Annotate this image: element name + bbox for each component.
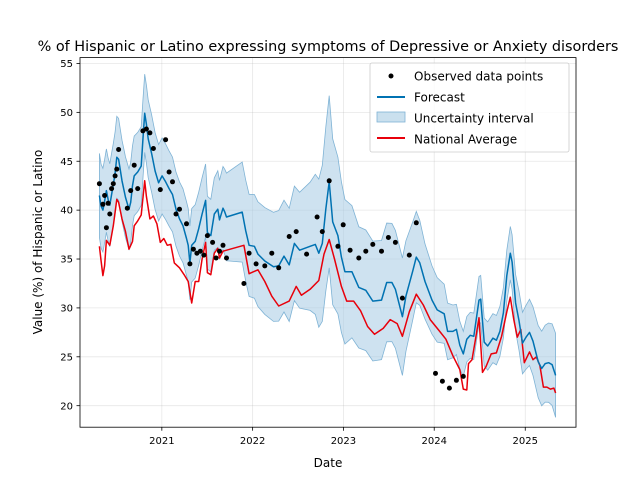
y-axis-label: Value (%) of Hispanic or Latino	[31, 150, 45, 335]
observed-point	[399, 295, 405, 301]
observed-point	[392, 239, 398, 245]
x-tick-label: 2025	[513, 436, 538, 447]
observed-point	[453, 377, 459, 383]
observed-point	[293, 229, 299, 235]
observed-point	[116, 147, 122, 152]
observed-point	[262, 263, 268, 269]
series	[98, 112, 557, 394]
observed-point	[269, 250, 275, 256]
y-tick-label: 35	[60, 255, 73, 266]
forecast-line	[98, 112, 557, 376]
observed-point	[413, 220, 419, 226]
observed-point	[253, 261, 259, 267]
observed-point	[204, 233, 210, 239]
observed-point	[184, 221, 189, 227]
observed-point	[109, 186, 115, 192]
observed-point	[124, 205, 130, 211]
observed-point	[406, 252, 412, 258]
observed-point	[103, 225, 109, 231]
observed-point	[143, 126, 149, 132]
observed-point	[220, 242, 226, 248]
legend-box	[369, 62, 570, 153]
legend-interval-swatch	[376, 111, 406, 123]
observed-point	[446, 385, 452, 391]
observed-point	[177, 206, 182, 212]
observed-point	[319, 229, 325, 235]
observed-point	[356, 255, 362, 261]
observed-point	[224, 255, 229, 261]
chart-title: % of Hispanic or Latino expressing sympt…	[38, 39, 619, 55]
x-tick-label: 2021	[149, 436, 174, 447]
y-tick-label: 30	[60, 304, 73, 315]
observed-point	[163, 137, 169, 143]
observed-point	[150, 146, 156, 151]
observed-point	[246, 250, 252, 256]
observed-point	[276, 265, 282, 271]
observed-point	[96, 181, 102, 187]
observed-point	[105, 200, 111, 206]
observed-point	[347, 247, 353, 253]
observed-point	[135, 186, 141, 192]
observed-point	[304, 251, 310, 257]
legend: Observed data points Forecast Uncertaint…	[369, 62, 570, 153]
observed-point	[326, 178, 332, 184]
observed-point	[201, 252, 207, 258]
observed-points	[96, 126, 466, 391]
observed-point	[210, 239, 216, 245]
observed-point	[166, 169, 172, 175]
observed-point	[197, 248, 203, 254]
observed-point	[340, 222, 346, 228]
national-average-line	[98, 180, 557, 394]
observed-point	[112, 173, 118, 179]
y-tick-label: 40	[60, 206, 73, 217]
observed-point	[102, 193, 108, 198]
observed-point	[147, 130, 153, 136]
legend-interval-label: Uncertainty interval	[414, 112, 534, 126]
observed-point	[190, 246, 196, 252]
observed-point	[107, 211, 113, 217]
x-axis-label: Date	[314, 456, 343, 470]
legend-observed-marker	[388, 73, 394, 79]
x-tick-label: 2024	[421, 436, 446, 447]
observed-point	[363, 248, 369, 254]
y-tick-label: 50	[60, 108, 73, 119]
x-tick-label: 2023	[331, 436, 356, 447]
observed-point	[128, 188, 134, 194]
observed-point	[241, 281, 247, 286]
legend-national-label: National Average	[414, 133, 517, 147]
observed-point	[213, 255, 219, 261]
observed-point	[157, 187, 163, 193]
legend-observed-label: Observed data points	[414, 70, 543, 84]
observed-point	[187, 261, 193, 267]
observed-point	[170, 179, 175, 185]
legend-forecast-label: Forecast	[414, 91, 465, 105]
observed-point	[439, 378, 445, 384]
plot-frame	[79, 57, 577, 428]
observed-point	[217, 248, 222, 254]
y-tick-label: 55	[60, 59, 73, 70]
observed-point	[100, 201, 106, 207]
observed-point	[110, 181, 116, 187]
y-tick-label: 20	[60, 401, 73, 412]
observed-point	[173, 211, 179, 217]
observed-point	[370, 241, 376, 247]
x-tick-label: 2022	[240, 436, 265, 447]
y-tick-label: 45	[60, 157, 73, 168]
observed-point	[314, 214, 320, 220]
observed-point	[433, 370, 438, 376]
observed-point	[379, 248, 384, 254]
observed-point	[286, 234, 292, 239]
observed-point	[335, 243, 341, 249]
observed-point	[460, 373, 466, 379]
observed-point	[385, 235, 391, 240]
observed-point	[114, 166, 120, 172]
y-tick-label: 25	[60, 352, 73, 363]
observed-point	[131, 162, 137, 168]
